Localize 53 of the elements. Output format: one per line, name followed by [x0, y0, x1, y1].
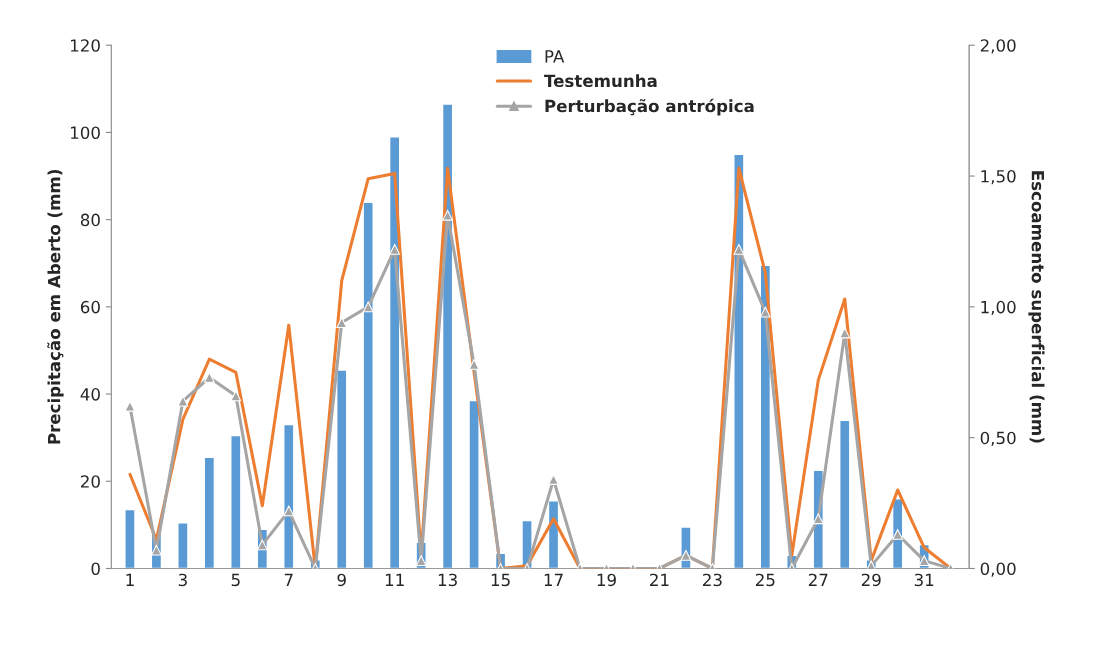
point [151, 544, 162, 556]
x-tick-label: 23 [702, 573, 722, 587]
bar [336, 369, 348, 569]
x-tick-label: 25 [755, 573, 775, 587]
x-tick-label: 9 [337, 573, 346, 587]
x-tick-label: 1 [126, 573, 134, 587]
point [389, 243, 401, 255]
bar [283, 423, 295, 569]
x-tick-label: 17 [544, 573, 563, 587]
point [918, 555, 930, 567]
y2-tick-label: 2,00 [980, 39, 1016, 54]
legend-label: Perturbação antrópica [545, 98, 754, 116]
y-tick-label: 20 [81, 475, 100, 488]
legend-label: Testemunha [544, 74, 657, 88]
bar [177, 521, 189, 569]
point [733, 243, 745, 255]
point [415, 555, 427, 567]
y2-tick-label: 0,50 [980, 431, 1016, 446]
x-tick-label: 27 [808, 573, 828, 587]
x-tick-label: 3 [178, 573, 187, 587]
x-tick-label: 5 [231, 573, 240, 587]
x-tick-label: 19 [597, 573, 616, 587]
x-tick-label: 15 [491, 573, 510, 587]
y2-tick-label: 1,00 [981, 300, 1016, 316]
x-tick-label: 31 [914, 573, 934, 587]
point [442, 209, 454, 221]
y-tick-label: 100 [71, 126, 100, 139]
bar [230, 434, 242, 569]
point [680, 550, 692, 561]
legend-label: PA [545, 50, 565, 63]
y-axis-title: Precipitação em Aberto (mm) [47, 170, 64, 444]
y-tick-label: 60 [80, 300, 100, 314]
y2-tick-label: 0,00 [980, 562, 1016, 577]
x-tick-label: 11 [385, 573, 404, 587]
point [812, 513, 824, 525]
bar [124, 508, 136, 569]
bar [839, 419, 851, 569]
x-tick-label: 21 [650, 573, 669, 587]
x-tick-label: 29 [861, 573, 881, 587]
point [892, 529, 904, 540]
point [283, 505, 295, 517]
point [362, 301, 374, 313]
y2-tick-label: 1,50 [981, 170, 1016, 185]
bar [468, 399, 480, 569]
y-tick-label: 120 [71, 39, 100, 52]
y2-axis-title: Escoamento superficial (mm) [1028, 171, 1045, 443]
x-tick-label: 7 [284, 573, 293, 587]
y-tick-label: 0 [91, 562, 100, 576]
bar [362, 201, 374, 569]
x-tick-label: 13 [438, 573, 457, 587]
bar [203, 456, 216, 569]
y-tick-label: 40 [80, 388, 100, 401]
y-tick-label: 80 [80, 213, 100, 227]
